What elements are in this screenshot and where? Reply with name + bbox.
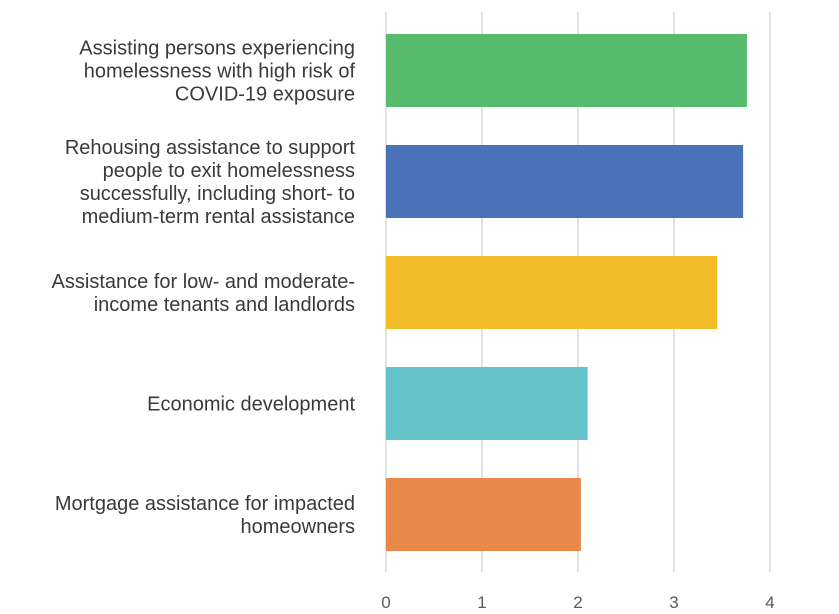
bar-3 — [386, 256, 718, 329]
x-tick-label-0: 0 — [381, 593, 390, 612]
category-label-line: Economic development — [147, 394, 355, 416]
bar-1 — [386, 34, 747, 107]
category-label-line: Rehousing assistance to support — [65, 137, 356, 159]
x-tick-label-3: 3 — [669, 593, 678, 612]
category-labels: Assisting persons experiencing homelessne… — [52, 38, 356, 539]
category-label-line: income tenants and landlords — [94, 294, 355, 316]
x-axis-ticks: 0 1 2 3 4 — [381, 593, 774, 612]
x-tick-label-1: 1 — [477, 593, 486, 612]
category-label-line: Assisting persons experiencing — [79, 38, 355, 60]
category-label-line: medium-term rental assistance — [82, 206, 355, 228]
x-tick-label-4: 4 — [765, 593, 774, 612]
category-label-2: Rehousing assistance to support people to… — [65, 137, 356, 228]
category-label-5: Mortgage assistance for impacted homeowne… — [55, 493, 355, 538]
category-label-line: homeowners — [240, 516, 355, 538]
category-label-line: Assistance for low- and moderate- — [52, 271, 355, 293]
bar-4 — [386, 367, 588, 440]
category-label-line: Mortgage assistance for impacted — [55, 493, 355, 515]
bar-5 — [386, 478, 581, 551]
bars — [386, 34, 747, 551]
category-label-3: Assistance for low- and moderate-income … — [52, 271, 355, 316]
category-label-line: COVID-19 exposure — [175, 84, 355, 106]
bar-2 — [386, 145, 744, 218]
x-tick-label-2: 2 — [573, 593, 582, 612]
category-label-4: Economic development — [147, 394, 355, 416]
category-label-line: homelessness with high risk of — [84, 61, 356, 83]
category-label-line: successfully, including short- to — [80, 183, 355, 205]
category-label-1: Assisting persons experiencing homelessne… — [79, 38, 355, 106]
category-label-line: people to exit homelessness — [103, 160, 355, 182]
